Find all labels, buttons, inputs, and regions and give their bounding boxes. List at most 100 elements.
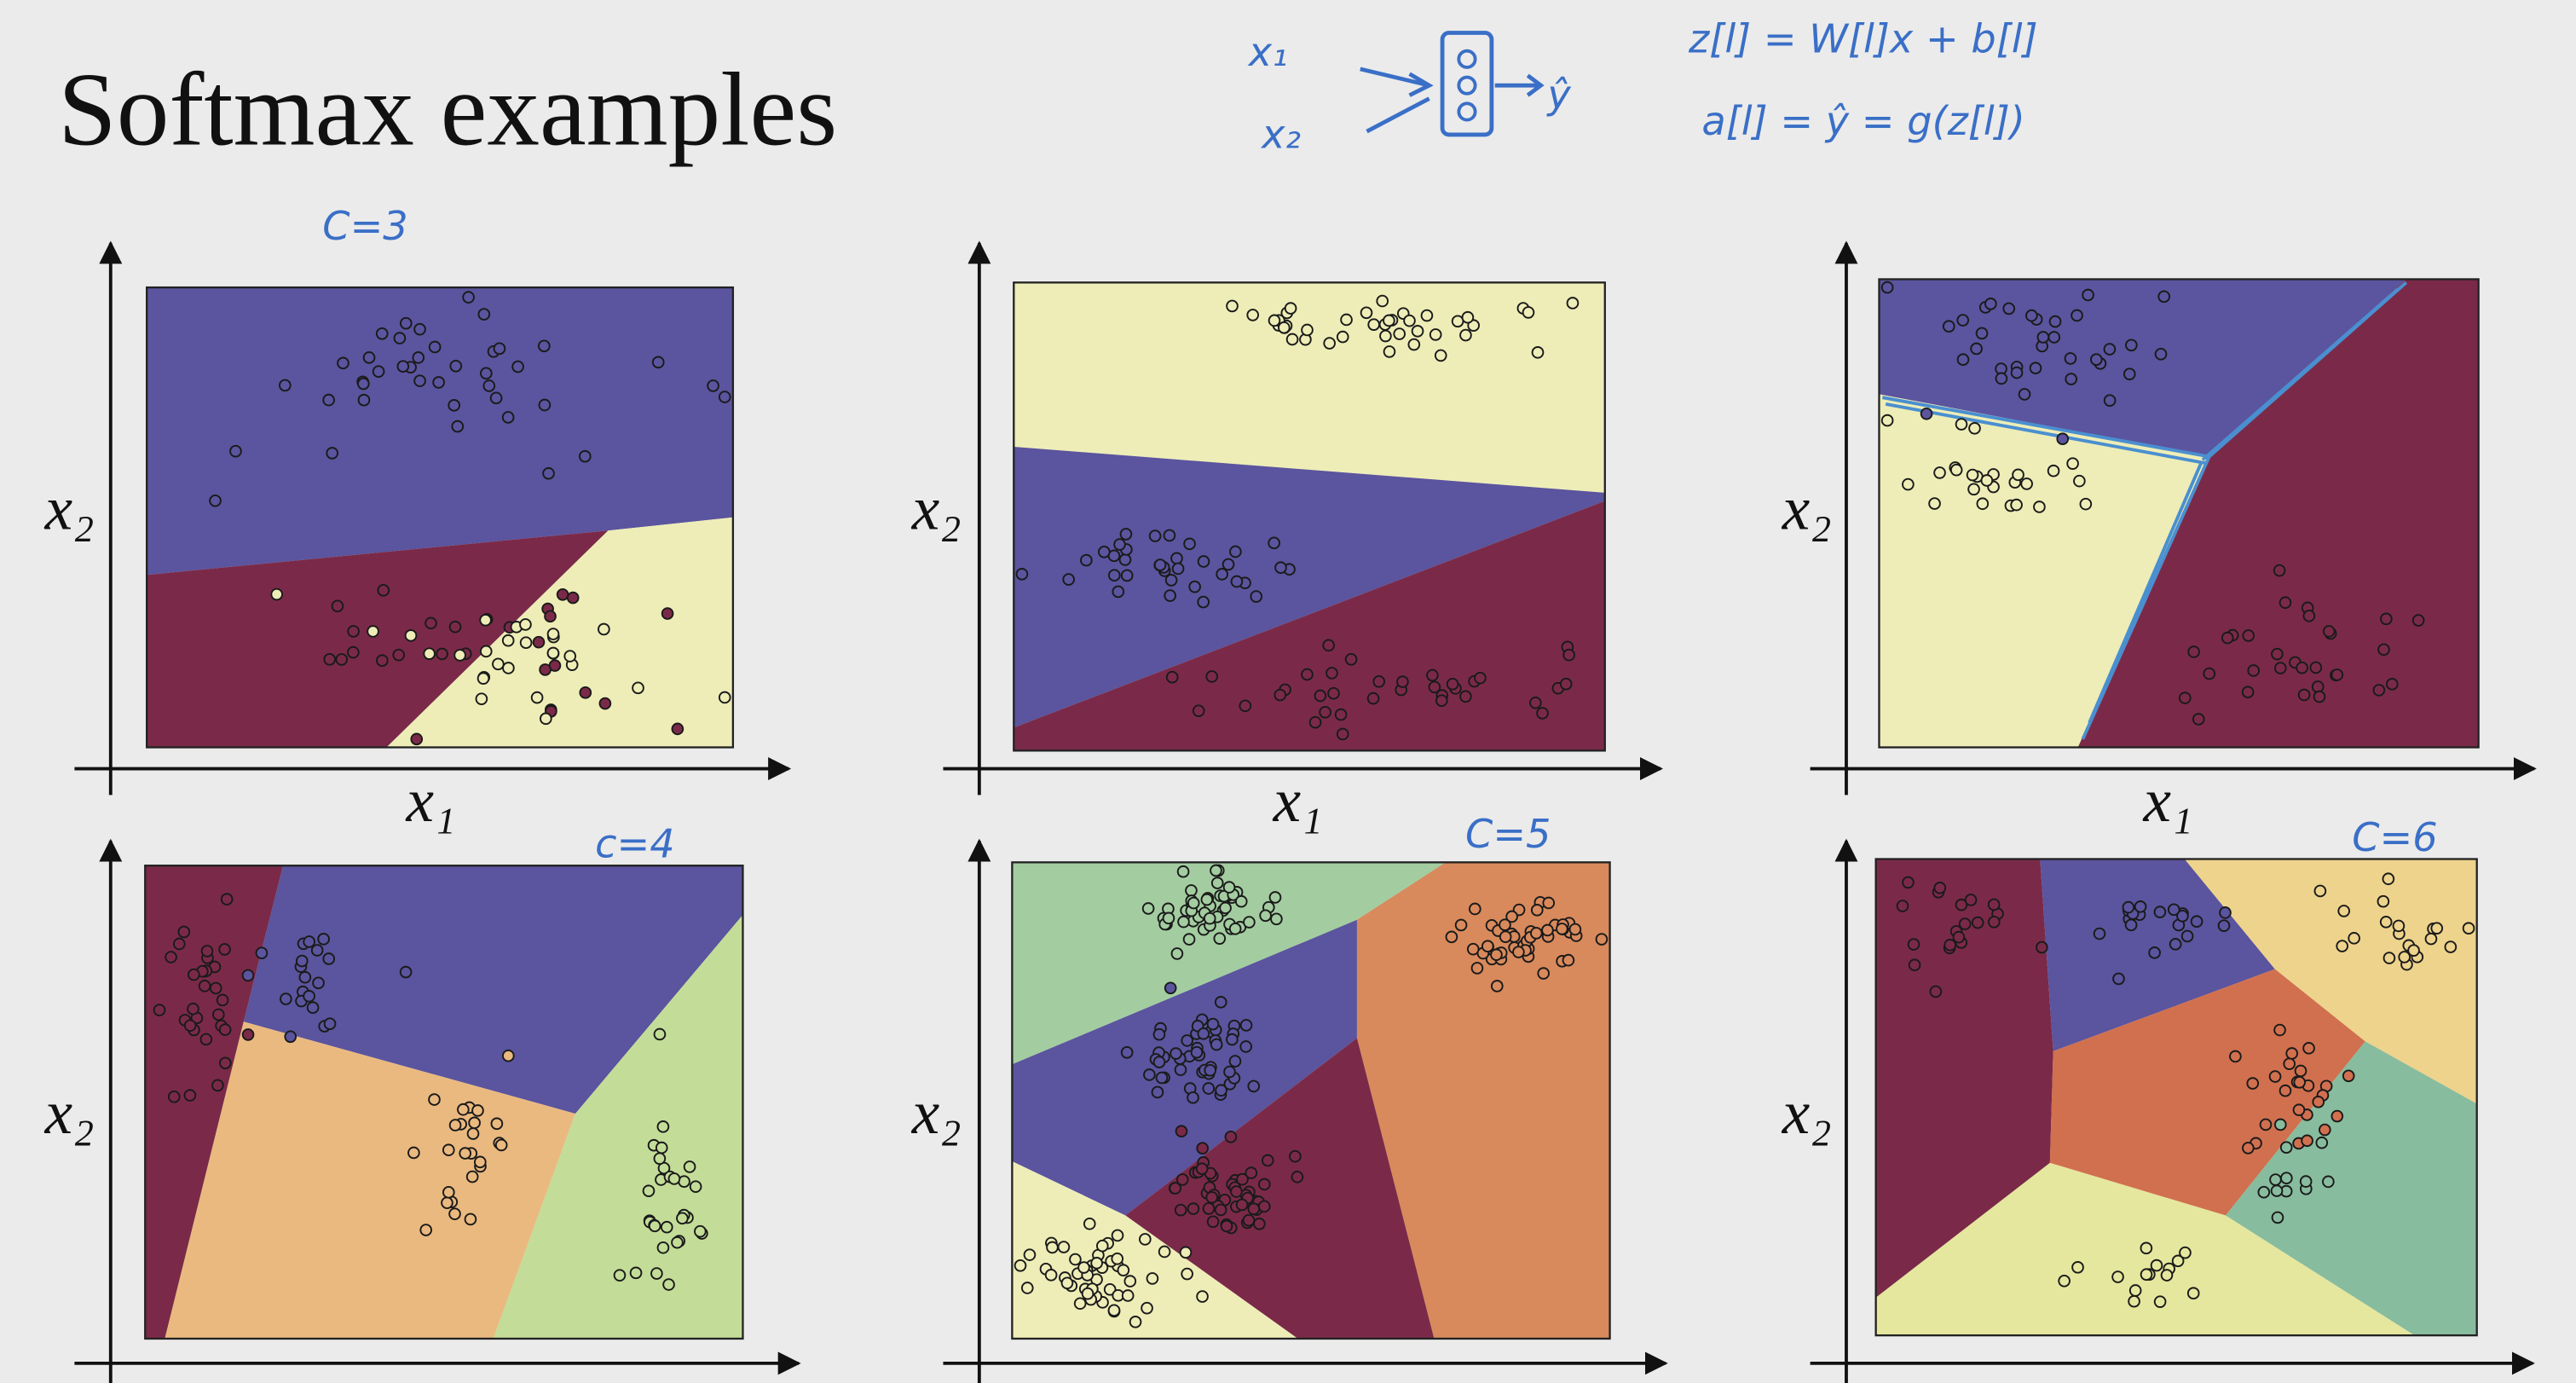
sample-point [1197, 595, 1210, 609]
sample-point [480, 367, 493, 380]
sample-point [1077, 1261, 1090, 1274]
sample-point [1015, 568, 1029, 581]
sample-point [1446, 677, 1459, 691]
sample-point [1219, 901, 1232, 915]
sample-point [1200, 893, 1214, 906]
sample-point [2150, 1259, 2163, 1272]
sample-point [471, 1104, 484, 1117]
sample-point [653, 1027, 667, 1041]
sample-point [199, 1033, 213, 1046]
sample-point [211, 1079, 224, 1092]
sample-point [2124, 918, 2138, 932]
sample-point [312, 976, 325, 990]
sample-point [1971, 916, 1984, 929]
sample-point [218, 1023, 232, 1036]
hand-drawn-boundary [2088, 462, 2203, 724]
sample-point [492, 657, 505, 671]
sample-point [1197, 1027, 1210, 1040]
sample-point [1141, 1301, 1153, 1315]
sample-point [1933, 882, 1947, 894]
sample-point [477, 308, 491, 321]
sample-point [1164, 574, 1178, 587]
sample-point [2036, 940, 2048, 954]
sample-point [465, 1170, 479, 1183]
sample-point [173, 937, 186, 951]
sample-point [183, 1019, 197, 1033]
sample-point [219, 1056, 232, 1070]
sample-point [432, 376, 445, 389]
sample-point [1274, 688, 1287, 702]
sample-point [2382, 872, 2395, 886]
sample-point [1205, 1190, 1219, 1204]
sample-point [1258, 1178, 1271, 1191]
sample-point [1129, 1316, 1142, 1328]
sample-point [1323, 337, 1336, 350]
sample-point [1490, 980, 1504, 992]
sample-point [442, 1186, 455, 1199]
sample-point [1215, 1084, 1227, 1097]
sample-point [1420, 309, 1434, 322]
class-count-note: C=3 [322, 203, 407, 249]
sample-point [1980, 474, 1994, 487]
sample-point [376, 654, 389, 668]
sample-point [1379, 329, 1392, 343]
sample-point [399, 965, 413, 979]
sample-point [2219, 906, 2232, 919]
sample-point [1188, 580, 1201, 593]
sample-point [2411, 614, 2425, 627]
sample-point [1197, 555, 1210, 568]
sample-point [1949, 463, 1963, 477]
sample-point [662, 1278, 675, 1291]
sample-point [1928, 497, 1941, 510]
sample-point [1214, 1203, 1227, 1217]
sample-point [2302, 610, 2316, 622]
sample-point [1958, 917, 1972, 930]
sample-point [2273, 1023, 2286, 1037]
sample-point [1451, 315, 1464, 328]
sample-point [2377, 894, 2390, 908]
sample-point [1426, 668, 1439, 682]
x-axis-label: x₁ [2143, 766, 2193, 835]
sample-point [563, 650, 577, 663]
sample-point [2242, 629, 2255, 642]
sample-point [441, 1196, 453, 1209]
sample-point [198, 980, 211, 992]
sample-point [453, 649, 466, 662]
sample-point [2380, 612, 2393, 626]
sample-point [2269, 1173, 2282, 1186]
sample-point [436, 647, 448, 661]
sample-point [187, 1002, 199, 1016]
sample-point [1966, 468, 1979, 482]
sample-point [1117, 1264, 1130, 1277]
sample-point [1164, 589, 1176, 602]
plot-frame [1874, 858, 2478, 1337]
sample-point [1334, 708, 1348, 721]
sample-point [1177, 915, 1190, 929]
sample-point [1434, 349, 1447, 362]
sample-point [2398, 951, 2411, 963]
sample-point [1556, 923, 1568, 935]
sample-point [2073, 474, 2086, 488]
sample-point [1196, 1142, 1210, 1155]
sample-point [2313, 690, 2326, 703]
sample-point [2385, 678, 2399, 691]
sample-point [2273, 564, 2286, 577]
sample-point [490, 1117, 504, 1131]
decision-region [2077, 279, 2479, 748]
sample-point [1530, 927, 1543, 940]
sample-point [1319, 705, 1331, 719]
sample-point [1902, 876, 1915, 889]
sample-point [1956, 314, 1970, 327]
sample-point [2128, 1284, 2142, 1297]
sample-point [335, 653, 349, 666]
sample-point [651, 356, 665, 369]
sample-point [1308, 715, 1322, 729]
sample-point [667, 1172, 681, 1185]
sample-point [1095, 1239, 1109, 1253]
sample-point [2379, 916, 2393, 929]
sample-point [407, 1146, 420, 1160]
sample-point [1383, 345, 1396, 358]
sample-point [494, 1138, 508, 1152]
sample-point [2167, 903, 2180, 917]
sample-point [2047, 464, 2060, 477]
